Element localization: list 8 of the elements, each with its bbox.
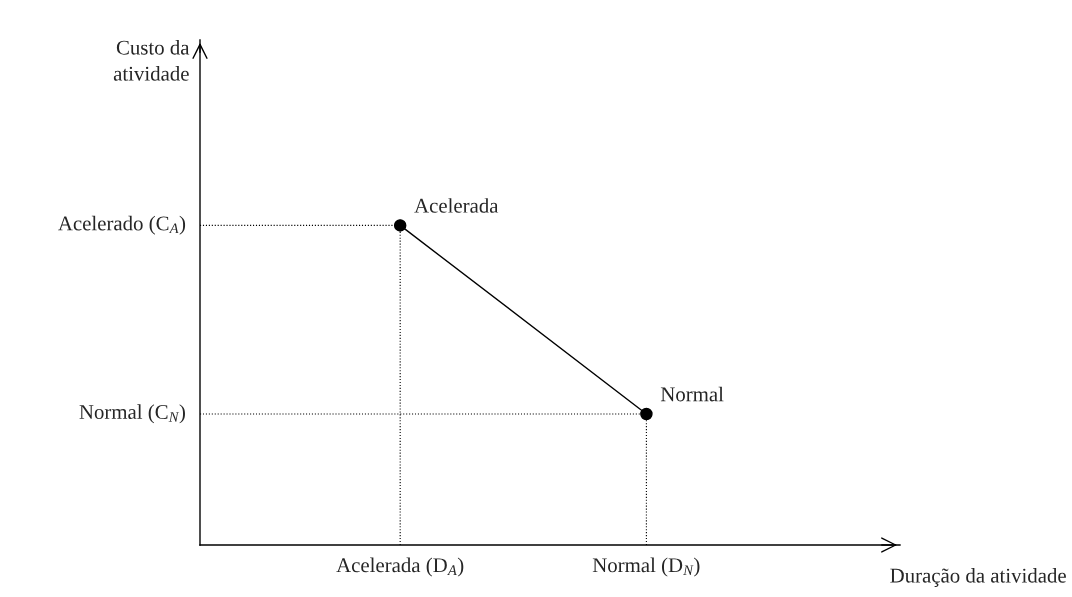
ref-line-label: Normal (C$_{N}$) xyxy=(79,404,185,424)
x-tick-label: Normal (D$_{N}$) xyxy=(592,557,700,577)
x-tick-label: Acelerada (D$_{A}$) xyxy=(336,557,464,577)
annotation: Acelerada xyxy=(414,198,499,213)
ref-line-label: Acelerado (C$_{A}$) xyxy=(58,215,186,235)
text: Custo da atividade xyxy=(113,40,190,81)
annotation: Normal xyxy=(660,386,724,402)
text: Duração da atividade xyxy=(890,568,1066,587)
